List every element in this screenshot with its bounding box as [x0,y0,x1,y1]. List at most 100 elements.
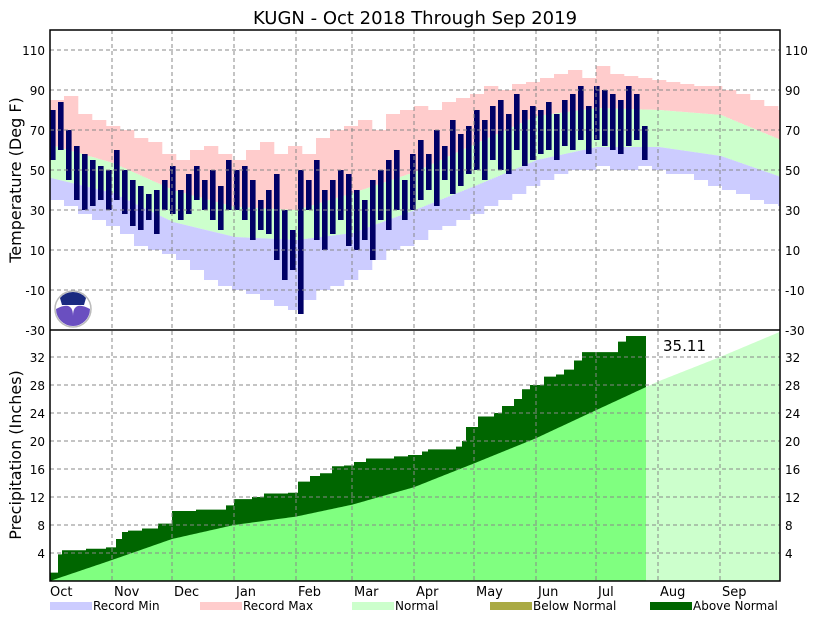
record-min-bar [308,238,311,300]
record-max-bar [144,138,147,178]
record-max-bar [154,142,157,182]
normal-range-bar [744,125,747,165]
record-min-bar [80,185,83,214]
record-min-bar [386,220,389,250]
observed-temp-bar [122,170,128,214]
record-min-bar [396,216,399,250]
record-max-bar [510,90,513,128]
normal-range-bar [432,163,435,203]
legend-label: Above Normal [693,599,778,613]
record-min-bar [64,181,67,206]
record-max-bar [96,120,99,159]
record-max-bar [560,74,563,113]
normal-range-bar [320,202,323,237]
normal-range-bar [384,182,387,222]
record-max-bar [738,94,741,123]
normal-range-bar [712,114,715,155]
record-max-bar [240,160,243,208]
normal-range-bar [244,207,247,238]
record-max-bar [460,98,463,151]
record-min-bar [458,192,461,220]
record-max-bar [94,120,97,158]
observed-temp-bar [90,160,96,206]
record-min-bar [128,200,131,234]
observed-temp-bar [570,94,576,150]
record-min-bar [72,183,75,206]
record-min-bar [258,238,261,294]
record-min-bar [218,233,221,286]
observed-temp-bar [594,86,600,140]
record-min-bar [184,224,187,260]
record-max-bar [128,130,131,171]
normal-range-bar [136,173,139,205]
record-max-bar [78,114,81,154]
record-max-bar [464,98,467,149]
precip-tick-right: 24 [785,407,800,421]
observed-temp-bar [626,86,632,146]
record-max-bar [304,154,307,208]
normal-range-bar [670,110,673,149]
record-min-bar [238,237,241,290]
record-max-bar [520,84,523,124]
observed-temp-bar [162,180,168,210]
record-min-bar [716,155,719,186]
normal-range-bar [200,197,203,229]
record-max-bar [432,110,435,164]
record-min-bar [596,147,599,166]
record-min-bar [266,238,269,300]
record-min-bar [572,152,575,170]
record-min-bar [606,147,609,166]
record-max-bar [86,114,89,156]
record-min-bar [622,147,625,170]
record-max-bar [424,106,427,168]
record-max-bar [618,74,621,109]
record-min-bar [732,160,735,190]
record-max-bar [192,150,195,196]
record-min-bar [168,220,171,254]
record-min-bar [336,235,339,286]
record-max-bar [588,78,591,110]
record-min-bar [522,165,525,194]
normal-range-bar [204,198,207,230]
normal-range-bar [734,120,737,161]
record-min-bar [534,160,537,186]
record-min-bar [228,235,231,286]
record-min-bar [602,147,605,166]
record-max-bar [734,90,737,121]
observed-temp-bar [106,170,112,210]
record-max-bar [624,76,627,109]
record-min-bar [408,212,411,246]
record-max-bar [222,154,225,204]
record-max-bar [614,74,617,109]
normal-range-bar [504,130,507,174]
record-min-bar [536,160,539,186]
record-max-bar [366,120,369,189]
record-min-bar [402,214,405,246]
record-min-bar [240,237,243,290]
record-min-bar [400,215,403,246]
record-max-bar [342,130,345,197]
normal-range-bar [440,159,443,200]
record-min-bar [502,174,505,200]
record-min-bar [52,178,55,200]
normal-range-bar [50,145,53,178]
temp-tick-left: 10 [30,244,45,258]
record-max-bar [486,86,489,139]
record-max-bar [136,138,139,174]
record-min-bar [744,164,747,194]
record-min-bar [116,194,119,226]
record-min-bar [348,233,351,280]
record-max-bar [756,100,759,130]
record-min-bar [56,179,59,200]
normal-range-bar [352,193,355,233]
record-max-bar [646,78,649,110]
normal-range-bar [228,205,231,236]
record-min-bar [70,182,73,206]
record-max-bar [338,130,341,198]
record-max-bar [540,78,543,116]
record-min-bar [318,237,321,290]
record-min-bar [152,212,155,250]
record-min-bar [758,169,761,200]
record-max-bar [398,114,401,178]
temp-tick-left: -30 [25,324,45,338]
